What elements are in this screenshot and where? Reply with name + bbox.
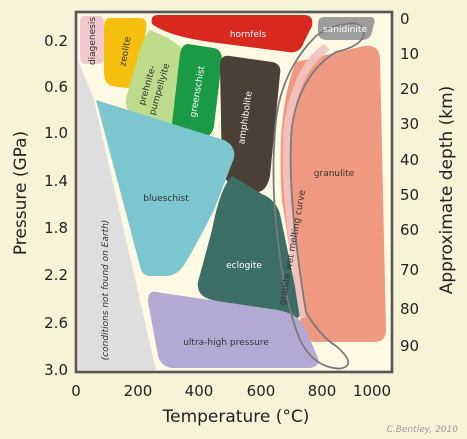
label-uhp: ultra-high pressure (183, 338, 269, 348)
melting-curve-line (272, 22, 365, 370)
facies-uhp-region (148, 291, 319, 368)
label-sanidinite: sanidinite (323, 25, 367, 35)
y-right-axis-title: Approximate depth (km) (437, 86, 457, 295)
x-ticks: 0 200 400 600 800 1000 (71, 382, 391, 400)
y-left-axis-title: Pressure (GPa) (11, 131, 31, 255)
facies-blueschist-region (96, 100, 235, 276)
y-right-tick: 0 (400, 10, 410, 28)
y-left-tick: 0.6 (44, 78, 68, 96)
facies-amphibolite-region (220, 55, 281, 193)
y-right-tick: 70 (400, 261, 419, 279)
facies-prehnite-pumpellyite-region (125, 30, 182, 125)
y-right-tick: 60 (400, 221, 419, 239)
melting-curve-band (282, 44, 330, 318)
y-left-ticks: 0.2 0.6 1.0 1.4 1.8 2.2 2.6 3.0 (44, 32, 68, 379)
facies-granulite-region (280, 45, 386, 343)
y-right-tick: 90 (400, 337, 419, 355)
y-right-ticks: 0 10 20 30 40 50 60 70 80 90 (400, 10, 419, 355)
label-blueschist: blueschist (143, 194, 189, 204)
x-axis-title: Temperature (°C) (162, 407, 310, 427)
y-right-tick: 30 (400, 115, 419, 133)
y-left-tick: 3.0 (44, 361, 68, 379)
facies-diagenesis-region (80, 16, 104, 64)
plot-frame (74, 10, 394, 374)
y-right-tick: 20 (400, 80, 419, 98)
label-not-found: (conditions not found on Earth) (101, 220, 111, 361)
y-left-tick: 2.2 (44, 266, 68, 284)
y-left-tick: 1.0 (44, 124, 68, 142)
x-tick: 0 (71, 382, 81, 400)
x-tick: 200 (124, 382, 153, 400)
label-granulite: granulite (314, 169, 355, 179)
y-right-tick: 10 (400, 45, 419, 63)
y-left-tick: 2.6 (44, 314, 68, 332)
y-right-tick: 50 (400, 186, 419, 204)
y-left-tick: 1.4 (44, 172, 68, 190)
facies-greenschist-region (172, 44, 222, 138)
x-tick: 400 (185, 382, 214, 400)
credit-text: C.Bentley, 2010 (387, 425, 459, 435)
y-right-tick: 80 (400, 300, 419, 318)
y-left-tick: 1.8 (44, 219, 68, 237)
y-left-tick: 0.2 (44, 32, 68, 50)
x-tick: 800 (308, 382, 337, 400)
facies-sanidinite-region (318, 17, 375, 40)
x-tick: 600 (247, 382, 276, 400)
label-hornfels: hornfels (230, 30, 267, 40)
facies-hornfels-region (151, 15, 313, 53)
label-eclogite: eclogite (226, 261, 262, 271)
x-tick: 1000 (353, 382, 391, 400)
facies-not-found-region (78, 60, 156, 370)
y-right-tick: 40 (400, 151, 419, 169)
label-diagenesis: diagenesis (88, 17, 98, 65)
